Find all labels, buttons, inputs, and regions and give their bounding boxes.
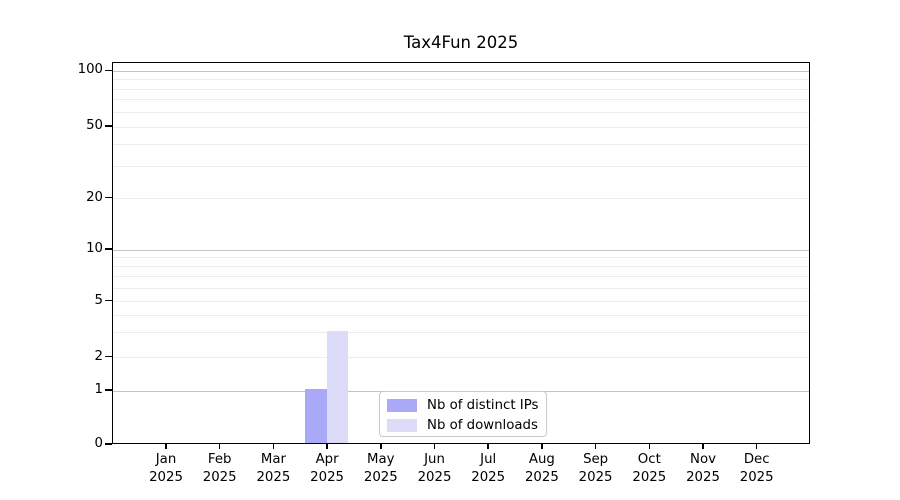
- x-tick-nov: [702, 444, 704, 449]
- x-tick-label-mar: Mar 2025: [241, 451, 305, 486]
- gridline-y-100: [113, 70, 809, 72]
- x-tick-label-year: 2025: [256, 469, 291, 485]
- y-tick-50: [105, 125, 112, 127]
- x-tick-mar: [272, 444, 275, 449]
- x-tick-label-month: Jan: [155, 452, 177, 467]
- x-tick-may: [380, 444, 382, 449]
- x-tick-label-feb: Feb 2025: [188, 451, 252, 486]
- x-tick-sep: [594, 444, 597, 449]
- y-tick-label-10: 10: [86, 241, 103, 256]
- y-tick-label-100: 100: [77, 62, 103, 78]
- x-tick-apr: [326, 444, 328, 449]
- y-tick-100: [105, 69, 112, 72]
- legend-label: Nb of distinct IPs: [427, 397, 539, 413]
- x-tick-label-month: Apr: [315, 452, 339, 467]
- x-tick-label-jul: Jul 2025: [456, 451, 520, 486]
- x-tick-feb: [218, 444, 221, 449]
- x-tick-label-dec: Dec 2025: [725, 451, 789, 486]
- y-tick-label-5: 5: [94, 292, 103, 308]
- bar-nb-of-distinct-ips-apr-2025: [304, 389, 327, 443]
- x-tick-aug: [541, 444, 543, 449]
- x-tick-label-year: 2025: [310, 469, 345, 485]
- gridline-y-9: [113, 257, 809, 259]
- x-tick-jan: [165, 444, 167, 449]
- bar-nb-of-downloads-apr-2025: [326, 330, 349, 443]
- legend-swatch-icon: [387, 418, 417, 432]
- x-tick-label-month: Oct: [637, 452, 661, 467]
- gridline-y-40: [113, 143, 809, 145]
- x-tick-label-month: Jun: [424, 452, 445, 467]
- x-tick-label-month: May: [367, 452, 395, 467]
- x-tick-label-year: 2025: [524, 469, 559, 485]
- gridline-y-60: [113, 111, 809, 113]
- x-tick-label-aug: Aug 2025: [510, 451, 574, 486]
- x-tick-label-month: Jul: [480, 452, 497, 467]
- x-tick-label-jun: Jun 2025: [403, 451, 467, 486]
- gridline-y-4: [113, 314, 809, 316]
- x-tick-label-month: Mar: [260, 452, 286, 467]
- y-tick-5: [105, 299, 112, 302]
- y-tick-1: [105, 389, 112, 391]
- y-tick-label-0: 0: [94, 436, 103, 451]
- x-tick-dec: [755, 444, 758, 449]
- y-tick-label-20: 20: [86, 189, 103, 205]
- gridline-y-50: [113, 126, 809, 128]
- x-tick-label-apr: Apr 2025: [295, 451, 359, 486]
- x-tick-label-year: 2025: [202, 469, 237, 485]
- x-tick-label-year: 2025: [417, 469, 452, 485]
- y-tick-10: [105, 248, 112, 250]
- gridline-y-8: [113, 266, 809, 268]
- chart-title: Tax4Fun 2025: [403, 33, 519, 52]
- x-tick-jul: [487, 444, 489, 449]
- legend-swatch-icon: [387, 398, 417, 412]
- gridline-y-30: [113, 166, 809, 168]
- x-tick-label-oct: Oct 2025: [617, 451, 681, 486]
- gridline-y-70: [113, 99, 809, 101]
- x-tick-label-year: 2025: [739, 469, 774, 485]
- x-tick-label-year: 2025: [363, 469, 398, 485]
- x-tick-label-year: 2025: [578, 469, 613, 485]
- gridline-y-20: [113, 198, 809, 200]
- gridline-y-2: [113, 357, 809, 359]
- x-tick-label-month: Sep: [583, 452, 609, 467]
- x-tick-label-year: 2025: [471, 469, 506, 485]
- x-tick-jun: [433, 444, 436, 449]
- x-tick-label-month: Dec: [743, 452, 770, 467]
- x-tick-label-sep: Sep 2025: [564, 451, 628, 486]
- x-tick-label-month: Aug: [528, 452, 555, 467]
- gridline-y-10: [113, 249, 809, 251]
- x-tick-label-month: Feb: [207, 452, 232, 467]
- x-tick-label-nov: Nov 2025: [671, 451, 735, 486]
- gridline-y-7: [113, 276, 809, 278]
- y-tick-2: [105, 355, 112, 358]
- x-tick-oct: [648, 444, 651, 449]
- y-tick-label-1: 1: [94, 382, 103, 397]
- y-tick-label-2: 2: [94, 348, 103, 364]
- x-tick-label-may: May 2025: [349, 451, 413, 486]
- x-tick-label-month: Nov: [690, 452, 716, 467]
- legend-label: Nb of downloads: [427, 417, 538, 433]
- y-tick-20: [105, 196, 112, 199]
- x-tick-label-jan: Jan 2025: [134, 451, 198, 486]
- y-tick-label-50: 50: [86, 118, 103, 133]
- gridline-y-3: [113, 332, 809, 334]
- gridline-y-80: [113, 88, 809, 90]
- x-tick-label-year: 2025: [149, 469, 183, 485]
- x-tick-label-year: 2025: [686, 469, 720, 485]
- legend-item-nb-of-downloads: Nb of downloads: [387, 415, 546, 435]
- plot-area: [112, 62, 810, 444]
- gridline-y-6: [113, 287, 809, 289]
- x-tick-label-year: 2025: [632, 469, 667, 485]
- gridline-y-90: [113, 79, 809, 81]
- y-tick-0: [105, 443, 112, 445]
- legend: Nb of distinct IPs Nb of downloads: [379, 391, 547, 437]
- gridline-y-5: [113, 301, 809, 303]
- legend-item-nb-of-distinct-ips: Nb of distinct IPs: [387, 395, 546, 415]
